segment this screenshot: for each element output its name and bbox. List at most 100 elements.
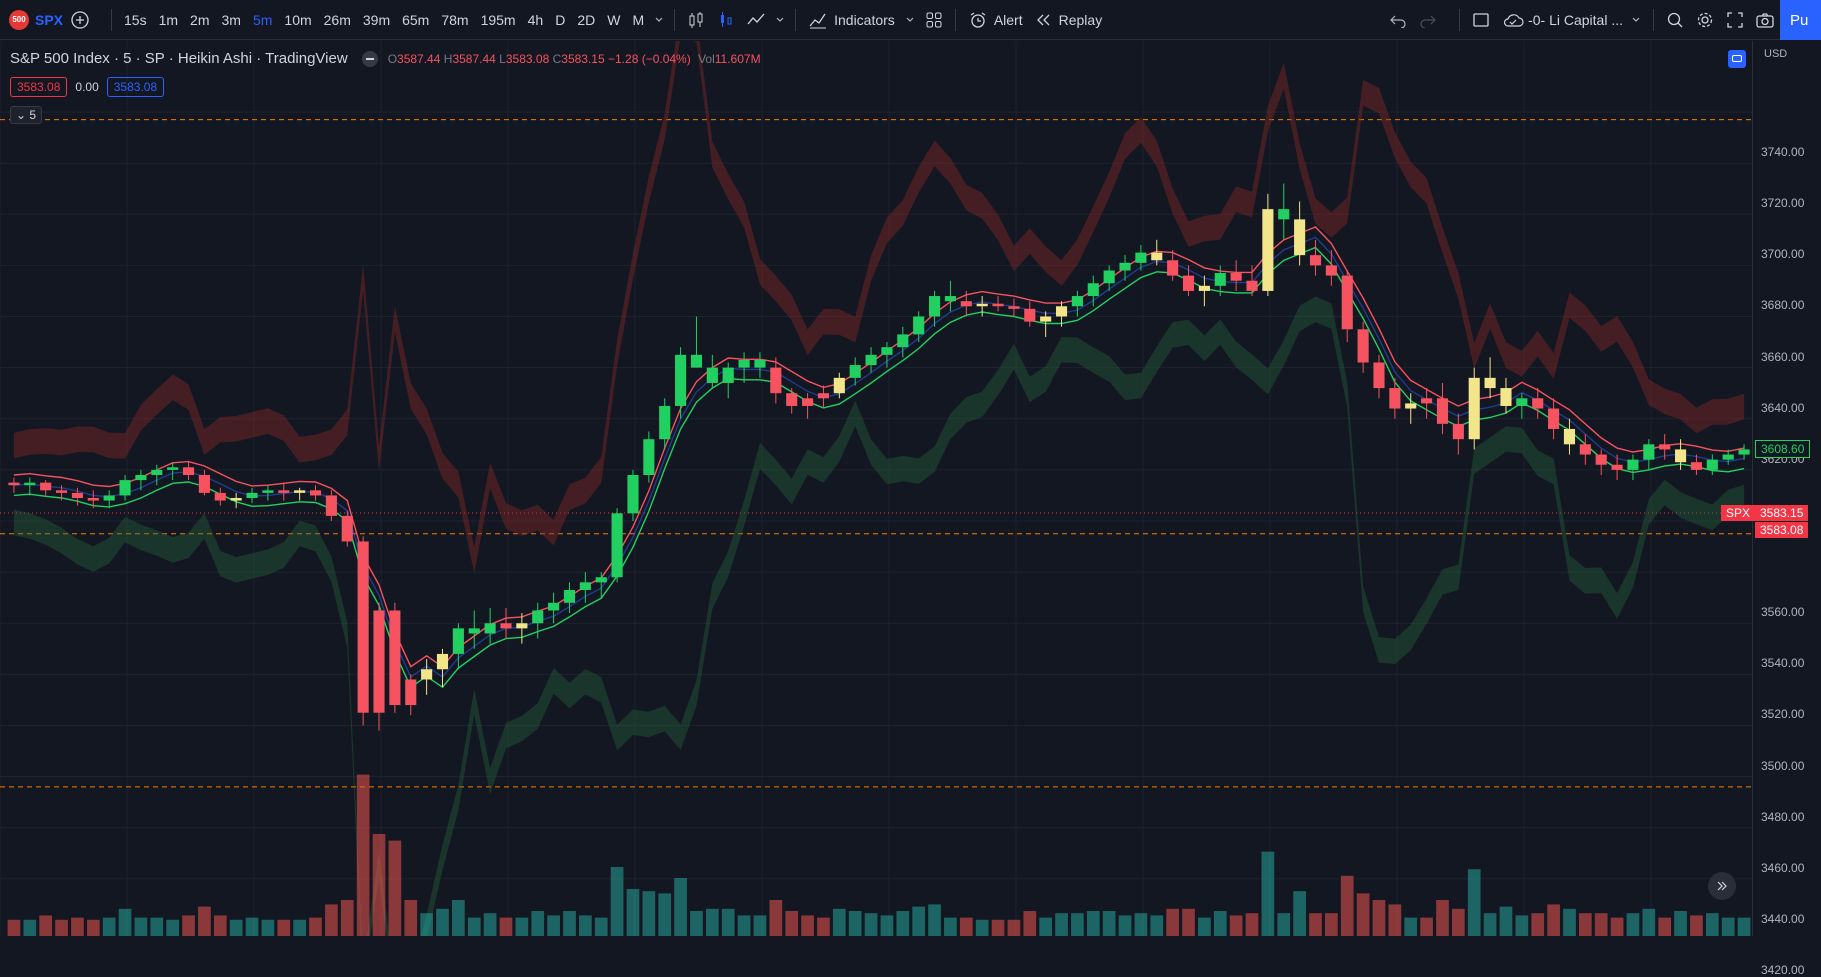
candle-body: [1405, 403, 1417, 409]
interval-15s[interactable]: 15s: [124, 11, 147, 28]
interval-2D[interactable]: 2D: [577, 11, 596, 28]
price-scale-label: 3740.00: [1761, 145, 1805, 159]
compare-add-icon[interactable]: [65, 0, 95, 40]
indicators-toggle[interactable]: ⌄ 5: [10, 106, 43, 124]
volume-bar: [769, 900, 783, 936]
price-scale-label: 3500.00: [1761, 758, 1805, 773]
candle-body: [1738, 449, 1750, 455]
alert-label: Alert: [993, 11, 1023, 28]
chevron-down-icon[interactable]: [771, 0, 789, 40]
candle-body: [928, 296, 941, 317]
candle-body: [87, 497, 99, 501]
layout-square-icon[interactable]: [1466, 0, 1496, 40]
interval-4h[interactable]: 4h: [527, 11, 544, 28]
volume-bar: [102, 917, 116, 936]
volume-bar: [658, 893, 672, 936]
templates-grid-icon[interactable]: [919, 0, 949, 40]
interval-65m[interactable]: 65m: [402, 11, 430, 28]
scroll-to-realtime-icon[interactable]: [1708, 872, 1736, 900]
candle-body: [1071, 296, 1083, 307]
camera-icon[interactable]: [1750, 0, 1780, 40]
indicators-button[interactable]: Indicators: [802, 0, 901, 40]
alert-button[interactable]: Alert: [962, 0, 1029, 40]
interval-10m[interactable]: 10m: [284, 11, 312, 28]
candle-body: [1167, 260, 1179, 276]
candle-body: [1643, 444, 1655, 460]
volume-bar: [1610, 917, 1624, 936]
auto-scale-icon[interactable]: [1728, 50, 1746, 68]
volume-bar: [547, 915, 560, 936]
volume-bar: [975, 919, 989, 936]
candle-body: [24, 482, 36, 486]
last-price-tag: 3583.15: [1755, 505, 1809, 521]
redo-icon[interactable]: [1413, 0, 1443, 40]
candle-body: [1357, 329, 1369, 363]
price-chart[interactable]: [0, 41, 1752, 936]
symbol-logo: 500: [9, 9, 29, 30]
interval-5m[interactable]: 5m: [252, 11, 273, 28]
replay-button[interactable]: Replay: [1029, 0, 1109, 40]
interval-1m[interactable]: 1m: [158, 11, 179, 28]
candle-body: [500, 623, 512, 629]
volume-bar: [1182, 908, 1195, 936]
candle-body: [754, 359, 766, 368]
candle-body: [262, 490, 274, 493]
line-chart-type-icon[interactable]: [741, 0, 771, 40]
candle-body: [881, 347, 893, 355]
candle-body: [1103, 270, 1115, 284]
gear-icon[interactable]: [1690, 0, 1720, 40]
symbol-search[interactable]: 500 SPX: [0, 0, 105, 40]
candle-body: [833, 377, 845, 394]
interval-W[interactable]: W: [607, 11, 621, 28]
candle-body: [1198, 285, 1210, 291]
hide-legend-icon[interactable]: [361, 50, 378, 67]
interval-195m[interactable]: 195m: [480, 11, 516, 28]
volume-bar: [817, 917, 830, 936]
layout-name-button[interactable]: -0- Li Capital ...: [1496, 0, 1647, 40]
ask-box[interactable]: 3583.08: [106, 77, 165, 97]
price-scale[interactable]: 3740.00 3720.00 3700.00 3680.00 3660.00 3640.…: [1752, 41, 1821, 977]
interval-3m[interactable]: 3m: [221, 11, 241, 28]
fullscreen-icon[interactable]: [1720, 0, 1750, 40]
candle-body: [913, 316, 925, 335]
volume-bar: [118, 908, 132, 936]
rewind-icon: [1036, 14, 1050, 25]
volume-bar: [594, 917, 608, 936]
chevron-down-icon[interactable]: [901, 0, 919, 40]
bid-box[interactable]: 3583.08: [10, 77, 68, 97]
volume-bar: [1102, 911, 1116, 936]
interval-D[interactable]: D: [555, 11, 566, 28]
publish-button[interactable]: Pu: [1780, 0, 1821, 40]
currency-label[interactable]: USD: [1764, 48, 1788, 60]
volume-bar: [71, 917, 84, 936]
symbol-name[interactable]: SPX: [35, 11, 64, 28]
volume-bar: [626, 889, 640, 936]
bar-chart-type-icon[interactable]: [681, 0, 711, 40]
search-icon[interactable]: [1660, 0, 1690, 40]
candle-body: [786, 393, 798, 406]
candles-chart-type-icon[interactable]: [711, 0, 741, 40]
candle-body: [103, 495, 115, 501]
interval-M[interactable]: M: [632, 11, 645, 28]
candle-body: [516, 623, 528, 629]
candle-body: [278, 490, 290, 493]
volume-bar: [436, 908, 449, 936]
ohlc-values: O3587.44 H3587.44 L3583.08 C3583.15 −1.2…: [388, 52, 761, 66]
lower-band-area: [13, 296, 1745, 936]
candle-body: [1548, 408, 1560, 429]
legend-title[interactable]: S&P 500 Index · 5 · SP · Heikin Ashi · T…: [10, 50, 348, 67]
volume-bar: [309, 917, 322, 936]
volume-bar: [959, 917, 973, 936]
volume-bar: [690, 911, 703, 936]
undo-icon[interactable]: [1383, 0, 1413, 40]
candle-body: [198, 474, 210, 493]
chevron-down-icon[interactable]: [650, 0, 668, 40]
interval-39m[interactable]: 39m: [362, 11, 391, 28]
interval-26m[interactable]: 26m: [323, 11, 351, 28]
volume-bar: [245, 917, 259, 936]
volume-bar: [1690, 915, 1703, 936]
volume-bar: [785, 911, 799, 936]
interval-2m[interactable]: 2m: [190, 11, 210, 28]
interval-78m[interactable]: 78m: [441, 11, 469, 28]
indicators-label: Indicators: [834, 11, 895, 28]
